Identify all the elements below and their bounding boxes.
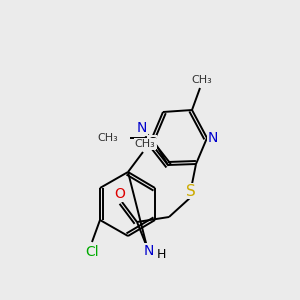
Text: Cl: Cl — [85, 245, 99, 259]
Text: N: N — [208, 131, 218, 145]
Text: N: N — [144, 244, 154, 258]
Text: CH₃: CH₃ — [192, 75, 212, 85]
Text: C: C — [148, 136, 156, 148]
Text: CH₃: CH₃ — [135, 139, 155, 149]
Text: S: S — [186, 184, 196, 199]
Text: CH₃: CH₃ — [97, 133, 118, 143]
Text: H: H — [156, 248, 166, 262]
Text: O: O — [115, 187, 125, 201]
Text: N: N — [137, 121, 147, 135]
